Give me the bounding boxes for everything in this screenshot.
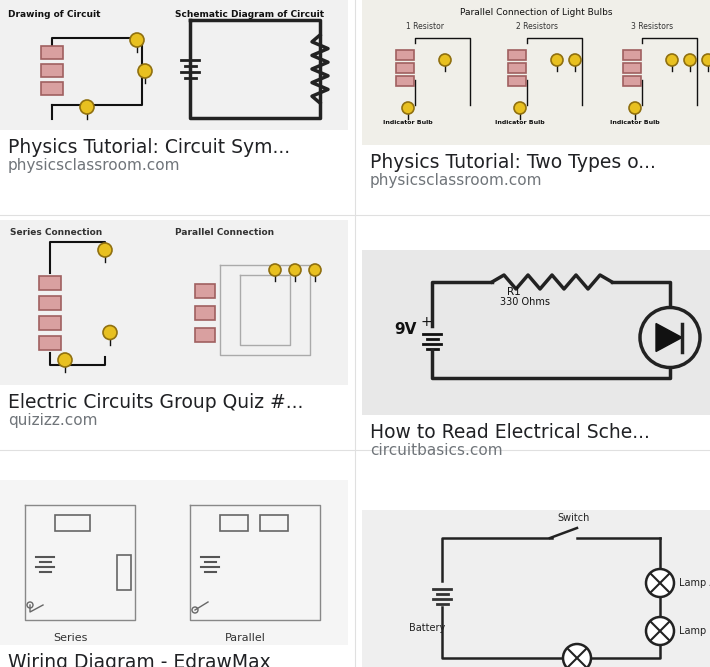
- Circle shape: [629, 102, 641, 114]
- Bar: [396, 63, 414, 73]
- Text: physicsclassroom.com: physicsclassroom.com: [370, 173, 542, 188]
- Text: Physics Tutorial: Two Types o...: Physics Tutorial: Two Types o...: [370, 153, 656, 172]
- Text: Indicator Bulb: Indicator Bulb: [383, 120, 433, 125]
- Circle shape: [551, 54, 563, 66]
- Circle shape: [402, 102, 414, 114]
- Circle shape: [646, 617, 674, 645]
- Text: Drawing of Circuit: Drawing of Circuit: [8, 10, 101, 19]
- Bar: [195, 305, 215, 319]
- Text: Lamp B: Lamp B: [679, 626, 710, 636]
- Bar: [508, 76, 526, 86]
- Bar: [39, 336, 61, 350]
- Text: Parallel Connection: Parallel Connection: [175, 228, 274, 237]
- Text: R1: R1: [507, 287, 520, 297]
- Bar: [260, 515, 288, 531]
- Text: quizizz.com: quizizz.com: [8, 413, 97, 428]
- Text: 9V: 9V: [394, 323, 416, 338]
- Bar: [195, 327, 215, 342]
- Circle shape: [684, 54, 696, 66]
- Circle shape: [130, 33, 144, 47]
- Circle shape: [646, 569, 674, 597]
- Circle shape: [80, 100, 94, 114]
- Circle shape: [98, 243, 112, 257]
- Text: Physics Tutorial: Circuit Sym...: Physics Tutorial: Circuit Sym...: [8, 138, 290, 157]
- Text: Schematic Diagram of Circuit: Schematic Diagram of Circuit: [175, 10, 324, 19]
- Circle shape: [666, 54, 678, 66]
- Bar: [195, 283, 215, 297]
- Bar: [39, 275, 61, 289]
- Bar: [623, 76, 641, 86]
- Circle shape: [640, 307, 700, 368]
- Circle shape: [702, 54, 710, 66]
- Bar: [508, 63, 526, 73]
- Bar: [41, 81, 63, 95]
- Circle shape: [289, 264, 301, 276]
- Circle shape: [563, 644, 591, 667]
- Bar: [362, 0, 710, 145]
- Circle shape: [569, 54, 581, 66]
- Circle shape: [138, 64, 152, 78]
- Text: Wiring Diagram - EdrawMax: Wiring Diagram - EdrawMax: [8, 653, 271, 667]
- Text: Indicator Bulb: Indicator Bulb: [495, 120, 545, 125]
- Text: 330 Ohms: 330 Ohms: [500, 297, 550, 307]
- Polygon shape: [656, 323, 682, 352]
- Circle shape: [58, 353, 72, 367]
- Bar: [623, 63, 641, 73]
- Text: 1 Resistor: 1 Resistor: [406, 22, 444, 31]
- Circle shape: [103, 325, 117, 340]
- Text: How to Read Electrical Sche...: How to Read Electrical Sche...: [370, 423, 650, 442]
- Text: +: +: [420, 315, 432, 329]
- Circle shape: [269, 264, 281, 276]
- Text: 3 Resistors: 3 Resistors: [631, 22, 673, 31]
- Bar: [55, 515, 90, 531]
- Text: Switch: Switch: [557, 513, 589, 523]
- Text: Series Connection: Series Connection: [10, 228, 102, 237]
- Text: Parallel: Parallel: [224, 633, 266, 643]
- Text: Parallel Connection of Light Bulbs: Parallel Connection of Light Bulbs: [460, 8, 612, 17]
- Circle shape: [514, 102, 526, 114]
- Bar: [220, 515, 248, 531]
- Bar: [362, 250, 710, 415]
- Text: Electric Circuits Group Quiz #...: Electric Circuits Group Quiz #...: [8, 393, 303, 412]
- Text: Battery: Battery: [409, 623, 445, 633]
- Bar: [41, 63, 63, 77]
- Bar: [0, 480, 348, 645]
- Text: physicsclassroom.com: physicsclassroom.com: [8, 158, 180, 173]
- Bar: [508, 50, 526, 60]
- Circle shape: [309, 264, 321, 276]
- Text: 2 Resistors: 2 Resistors: [516, 22, 558, 31]
- Text: Series: Series: [53, 633, 87, 643]
- Bar: [39, 315, 61, 329]
- Text: Lamp A: Lamp A: [679, 578, 710, 588]
- Bar: [623, 50, 641, 60]
- Bar: [39, 295, 61, 309]
- Bar: [0, 220, 348, 385]
- Text: Indicator Bulb: Indicator Bulb: [610, 120, 660, 125]
- Circle shape: [439, 54, 451, 66]
- Bar: [396, 76, 414, 86]
- Bar: [362, 510, 710, 667]
- Bar: [41, 45, 63, 59]
- Bar: [117, 554, 131, 590]
- Text: circuitbasics.com: circuitbasics.com: [370, 443, 503, 458]
- Bar: [396, 50, 414, 60]
- Bar: [0, 0, 348, 130]
